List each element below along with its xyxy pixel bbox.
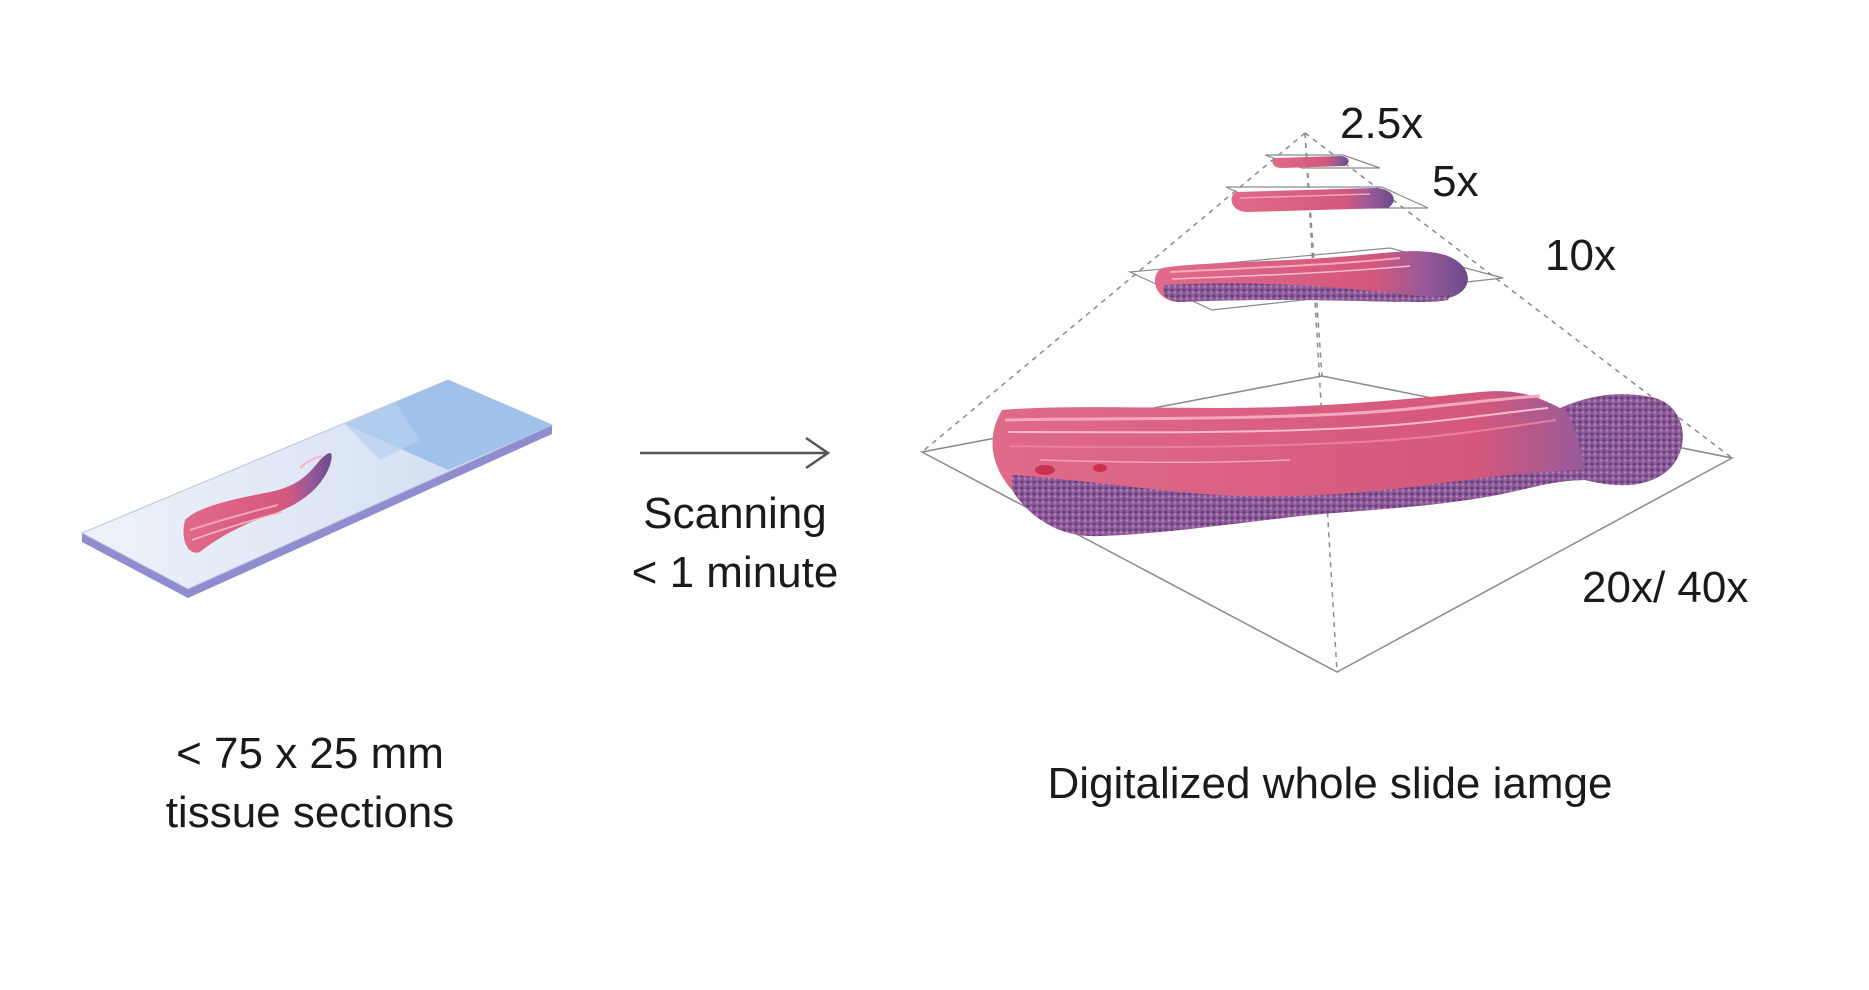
pyramid-level-20x-40x bbox=[919, 375, 1735, 673]
slide-label-area bbox=[345, 380, 552, 470]
scan-arrow bbox=[640, 436, 831, 470]
scanning-label: Scanning bbox=[643, 489, 827, 538]
level-label-2.5x: 2.5x bbox=[1340, 99, 1424, 148]
slide-content-label: tissue sections bbox=[165, 788, 455, 837]
pyramid-tissue-10x bbox=[1154, 251, 1468, 302]
pyramid-caption: Digitalized whole slide iamge bbox=[1047, 759, 1613, 808]
pyramid-tissue-5x bbox=[1231, 188, 1394, 212]
level-label-20x-40x: 20x/ 40x bbox=[1582, 563, 1749, 612]
pyramid-tissue-20x-40x bbox=[992, 391, 1683, 537]
pyramid-tissue-2.5x bbox=[1272, 156, 1349, 168]
slide-tissue bbox=[183, 453, 332, 553]
level-label-10x: 10x bbox=[1545, 231, 1616, 280]
level-label-5x: 5x bbox=[1432, 157, 1479, 206]
microscope-slide bbox=[80, 379, 554, 598]
scanning-duration-label: < 1 minute bbox=[631, 548, 839, 597]
slide-size-label: < 75 x 25 mm bbox=[176, 729, 444, 778]
